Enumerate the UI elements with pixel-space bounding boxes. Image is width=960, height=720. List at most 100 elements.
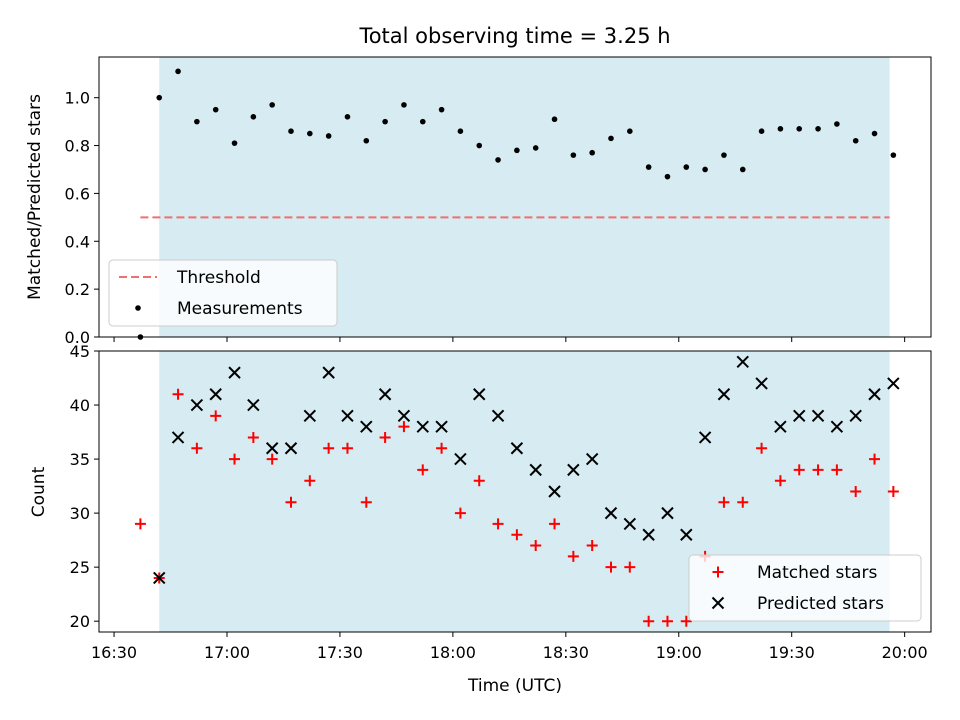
data-point (718, 496, 730, 508)
data-point (815, 125, 821, 132)
data-point (363, 137, 370, 144)
legend-x-marker (711, 596, 725, 610)
data-point (739, 166, 746, 173)
x-tick-label: 20:00 (882, 643, 928, 662)
data-point (869, 453, 881, 465)
data-point (570, 152, 577, 158)
top-y-tick-label: 0.8 (65, 137, 90, 156)
data-point (643, 615, 655, 627)
data-point (702, 166, 708, 173)
data-point (436, 442, 448, 454)
x-tick-label: 17:00 (204, 643, 250, 662)
data-point (567, 463, 580, 477)
top-plot-area: 0.0 0.2 0.4 0.6 0.8 1.0 Threshold Measurements (65, 56, 932, 347)
data-point (323, 442, 335, 454)
data-point (830, 420, 844, 433)
data-point (852, 137, 859, 144)
data-point (793, 464, 805, 476)
data-point (831, 464, 843, 476)
data-point (454, 507, 466, 519)
data-point (250, 114, 257, 120)
data-point (473, 388, 486, 401)
top-series-measurements (137, 68, 897, 340)
top-y-tick-label: 0.2 (65, 280, 90, 299)
data-point (266, 453, 278, 465)
top-axes-frame (98, 56, 932, 338)
bottom-y-tick-label: 45 (70, 342, 90, 361)
data-point (398, 421, 410, 433)
bottom-y-axis-label: Count (29, 466, 49, 517)
legend-box (108, 259, 338, 327)
data-point (307, 130, 313, 137)
data-point (172, 388, 184, 400)
data-point (683, 164, 690, 170)
data-point (680, 528, 693, 541)
data-point (758, 128, 765, 134)
data-point (551, 116, 558, 123)
data-point (228, 366, 241, 379)
data-point (457, 128, 464, 134)
data-point (435, 420, 448, 433)
data-point (229, 453, 241, 465)
data-point (645, 164, 652, 170)
data-point (774, 475, 786, 487)
data-point (417, 464, 429, 476)
data-point (344, 114, 351, 120)
x-tick-label: 19:30 (769, 643, 815, 662)
data-point (265, 442, 279, 455)
legend-dot-marker (135, 305, 141, 311)
legend-label: Threshold (176, 268, 261, 288)
data-point (567, 550, 579, 562)
bottom-axes-frame (98, 350, 932, 633)
data-point (605, 561, 617, 573)
data-point (717, 388, 731, 401)
data-point (549, 518, 561, 530)
data-point (360, 496, 372, 508)
data-point (510, 442, 524, 455)
data-point (491, 409, 505, 423)
data-point (514, 147, 520, 154)
data-point (887, 486, 899, 497)
legend-label: Predicted stars (757, 594, 884, 614)
legend-box (688, 554, 922, 622)
data-point (812, 464, 824, 476)
data-point (777, 125, 784, 132)
data-point (191, 442, 203, 454)
data-point (755, 377, 768, 390)
data-point (548, 485, 561, 498)
data-point (288, 128, 294, 134)
data-point (231, 140, 238, 146)
data-point (664, 173, 671, 180)
x-tick-label: 16:30 (91, 643, 137, 662)
top-legend: Threshold Measurements (108, 259, 338, 327)
data-point (360, 420, 373, 433)
data-point (642, 528, 655, 541)
data-point (303, 409, 317, 423)
bottom-y-tick-label: 20 (70, 612, 90, 631)
data-point (586, 540, 598, 552)
data-point (890, 152, 897, 158)
data-point (134, 518, 146, 530)
data-point (850, 486, 862, 497)
data-point (756, 442, 768, 454)
bottom-y-tick-label: 25 (70, 558, 90, 577)
top-y-tick-label: 1.0 (65, 89, 90, 108)
legend-label: Matched stars (757, 563, 877, 583)
data-point (269, 102, 275, 108)
data-point (401, 102, 407, 108)
data-point (698, 431, 712, 444)
data-point (341, 409, 354, 423)
data-point (736, 355, 749, 369)
data-point (793, 409, 806, 423)
data-point (796, 125, 803, 132)
bottom-series-predicted-stars (153, 355, 900, 585)
data-point (416, 420, 429, 433)
data-point (190, 398, 204, 412)
data-point (454, 452, 467, 466)
data-point (284, 442, 298, 455)
x-tick-label: 18:30 (543, 643, 589, 662)
data-point (589, 149, 595, 156)
data-point (529, 463, 542, 477)
data-point (438, 106, 445, 113)
data-point (247, 431, 259, 443)
